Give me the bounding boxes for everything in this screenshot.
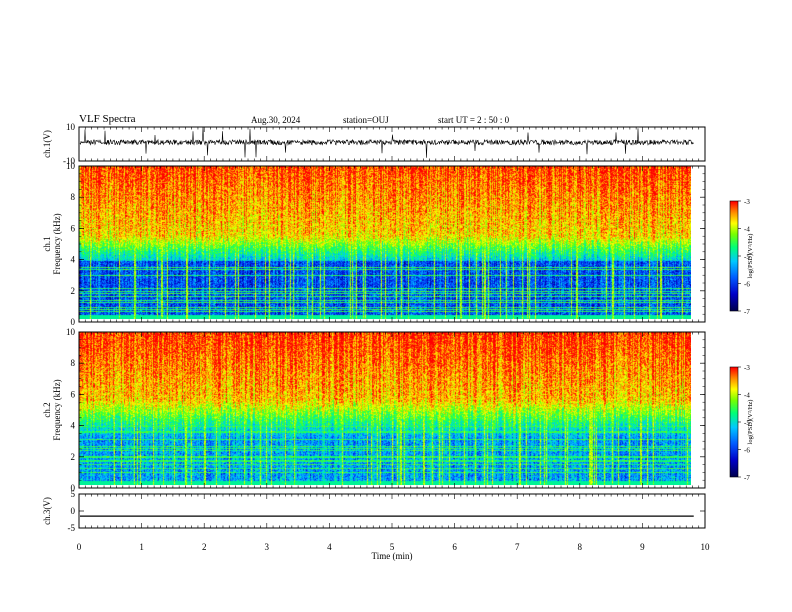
y-tick-label: 2 <box>71 452 76 462</box>
y-tick-label: 10 <box>66 327 76 337</box>
x-tick-label: 5 <box>390 542 395 552</box>
colorbar-tick-label: -6 <box>744 281 750 289</box>
colorbar-tick-label: -7 <box>744 308 750 316</box>
y-tick-label: 6 <box>71 223 76 233</box>
colorbar-tick-label: -5 <box>744 419 750 427</box>
colorbar-tick-label: -3 <box>744 364 750 372</box>
x-tick-label: 1 <box>139 542 144 552</box>
colorbar-tick-label: -6 <box>744 447 750 455</box>
y-tick-label: 8 <box>71 192 76 202</box>
x-tick-label: 3 <box>265 542 270 552</box>
x-tick-label: 2 <box>202 542 207 552</box>
y-tick-label: 2 <box>71 286 76 296</box>
colorbar-label: log(PSD)(V²/Hz) <box>747 400 754 445</box>
y-tick-label: 0 <box>71 483 76 493</box>
y-axis-label: Frequency (kHz) <box>52 213 62 274</box>
ch1-colorbar <box>730 201 738 311</box>
colorbar-label: log(PSD)(V²/Hz) <box>747 234 754 279</box>
station-label: station=OUJ <box>343 115 389 125</box>
colorbar-tick-label: -4 <box>744 226 750 234</box>
panel-frame-2 <box>78 165 706 323</box>
x-tick-label: 9 <box>640 542 645 552</box>
panel-channel-label: ch.2 <box>42 402 52 417</box>
y-tick-label: 8 <box>71 358 76 368</box>
figure-title: VLF Spectra <box>79 113 136 125</box>
panel-frame-4 <box>78 493 706 529</box>
y-tick-label: 4 <box>71 255 76 265</box>
x-tick-label: 7 <box>515 542 520 552</box>
y-tick-label: 4 <box>71 421 76 431</box>
ch1-spectrogram <box>79 166 691 319</box>
panel-frame-3 <box>78 331 706 489</box>
ch1-waveform-trace <box>79 126 694 158</box>
y-tick-label: 0 <box>71 506 76 516</box>
colorbar-tick-label: -5 <box>744 253 750 261</box>
x-tick-label: 4 <box>327 542 332 552</box>
y-tick-label: 10 <box>66 122 76 132</box>
x-axis-label: Time (min) <box>372 551 413 561</box>
x-tick-label: 0 <box>77 542 82 552</box>
colorbar-frame <box>729 200 739 312</box>
start-time-label: start UT = 2 : 50 : 0 <box>438 115 510 125</box>
y-tick-label: 5 <box>71 489 76 499</box>
x-tick-label: 6 <box>452 542 457 552</box>
date-label: Aug.30, 2024 <box>251 115 301 125</box>
y-tick-label: 10 <box>66 161 76 171</box>
ch2-spectrogram <box>79 332 691 485</box>
colorbar-tick-label: -7 <box>744 474 750 482</box>
colorbar-frame <box>729 366 739 478</box>
y-axis-label: Frequency (kHz) <box>52 379 62 440</box>
y-tick-label: -5 <box>68 523 76 533</box>
y-axis-label: ch.1(V) <box>42 130 52 158</box>
panel-channel-label: ch.1 <box>42 236 52 251</box>
y-tick-label: -10 <box>63 156 75 166</box>
panel-frame-1 <box>78 126 706 162</box>
x-tick-label: 10 <box>701 542 711 552</box>
y-tick-label: 0 <box>71 317 76 327</box>
y-axis-label: ch.3(V) <box>42 497 52 525</box>
y-tick-label: 6 <box>71 389 76 399</box>
colorbar-tick-label: -3 <box>744 198 750 206</box>
colorbar-tick-label: -4 <box>744 392 750 400</box>
ch2-colorbar <box>730 367 738 477</box>
x-tick-label: 8 <box>578 542 583 552</box>
